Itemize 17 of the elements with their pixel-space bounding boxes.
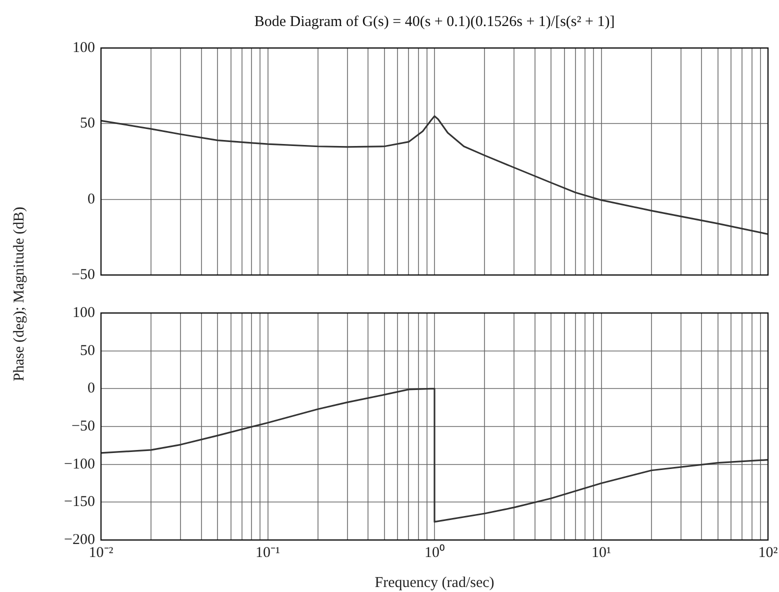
y-tick-label: −50 (72, 418, 95, 434)
chart-title: Bode Diagram of G(s) = 40(s + 0.1)(0.1526s + 1)/[s(s² + 1)] (254, 14, 615, 30)
x-tick-label: 10¹ (592, 544, 611, 561)
y-tick-label: 100 (72, 304, 95, 321)
y-tick-label: 50 (80, 116, 95, 132)
x-tick-label: 10⁰ (424, 544, 444, 561)
y-tick-label: −50 (72, 266, 95, 283)
y-tick-label: −100 (64, 456, 95, 472)
x-tick-label: 10² (758, 544, 778, 561)
y-tick-label: 100 (72, 40, 95, 56)
x-tick-label: 10⁻¹ (256, 544, 280, 561)
y-tick-label: 0 (88, 380, 95, 397)
y-axis-title: Phase (deg); Magnitude (dB) (12, 206, 28, 382)
y-tick-label: −150 (64, 494, 95, 510)
y-tick-label: 50 (80, 342, 95, 359)
y-tick-label: 0 (88, 191, 95, 208)
x-axis-title: Frequency (rad/sec) (374, 574, 494, 591)
